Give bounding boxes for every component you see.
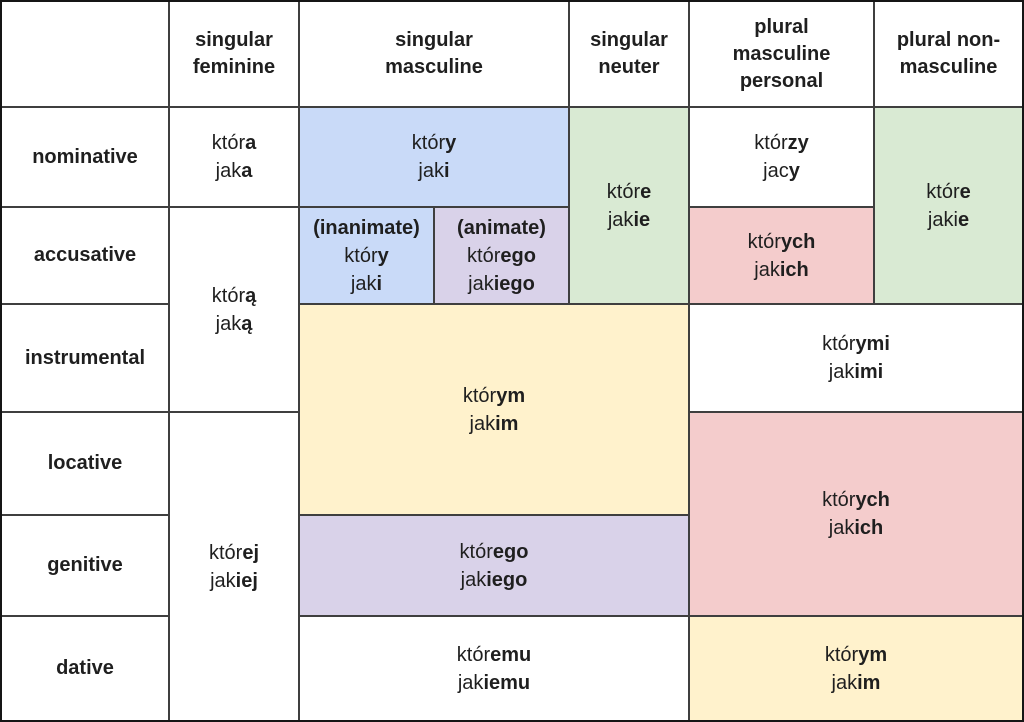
declension-word: które <box>926 180 971 203</box>
cell-plural-instrumental: którymi jakimi <box>690 305 1022 411</box>
declension-word: (animate) <box>457 216 546 239</box>
cell-masculine-accusative-inanimate: (inanimate) który jaki <box>300 208 433 303</box>
declension-word: jakimi <box>828 361 884 383</box>
declension-word: któremu <box>456 643 532 666</box>
case-label-accusative: accusative <box>2 208 168 303</box>
declension-word: jacy <box>763 160 800 182</box>
cell-plural-non-masc-nominative-accusative: które jakie <box>875 108 1022 303</box>
declension-word: który <box>411 132 457 154</box>
declension-word: które <box>606 180 652 203</box>
case-label-instrumental: instrumental <box>2 305 168 411</box>
case-label-genitive: genitive <box>2 516 168 615</box>
cell-masc-neuter-instrumental-locative: którym jakim <box>300 305 688 514</box>
declension-word: jaki <box>418 160 450 182</box>
declension-word: którymi <box>822 333 890 355</box>
header-plural-non-masculine: plural non- masculine <box>875 2 1022 106</box>
declension-word: jaki <box>350 272 383 295</box>
declension-word: jakim <box>831 671 881 694</box>
case-label-dative: dative <box>2 617 168 720</box>
cell-masc-neuter-dative: któremu jakiemu <box>300 617 688 720</box>
header-plural-masculine-personal: plural masculine personal <box>690 2 873 106</box>
declension-word: (inanimate) <box>313 216 420 239</box>
cell-masc-neuter-genitive: którego jakiego <box>300 516 688 615</box>
case-label-locative: locative <box>2 413 168 514</box>
declension-word: jakich <box>828 517 884 539</box>
declension-word: jakim <box>469 412 519 435</box>
case-label-nominative: nominative <box>2 108 168 206</box>
declension-word: którym <box>462 384 526 407</box>
cell-masculine-accusative-animate: (animate) którego jakiego <box>435 208 568 303</box>
cell-feminine-locative-genitive-dative: której jakiej <box>170 413 298 720</box>
cell-plural-masc-personal-nominative: którzy jacy <box>690 108 873 206</box>
cell-masculine-nominative: który jaki <box>300 108 568 206</box>
header-singular-feminine: singular feminine <box>170 2 298 106</box>
declension-word: jakiego <box>468 272 535 295</box>
declension-word: jakie <box>607 208 651 231</box>
declension-word: którego <box>467 244 536 267</box>
declension-word: która <box>211 132 257 154</box>
header-singular-masculine: singular masculine <box>300 2 568 106</box>
declension-word: którym <box>824 643 888 666</box>
declension-word: jaka <box>215 160 253 182</box>
header-singular-neuter: singular neuter <box>570 2 688 106</box>
cell-plural-locative-genitive: których jakich <box>690 413 1022 615</box>
cell-plural-dative: którym jakim <box>690 617 1022 720</box>
cell-neuter-nominative-accusative: które jakie <box>570 108 688 303</box>
declension-word: jakiej <box>210 569 258 592</box>
declension-word: których <box>822 489 890 511</box>
declension-word: którzy <box>754 132 809 154</box>
declension-word: jaką <box>215 312 253 335</box>
cell-feminine-accusative-instrumental: którą jaką <box>170 208 298 411</box>
declension-word: którego <box>459 540 529 563</box>
declension-word: której <box>208 541 260 564</box>
declension-word: jakich <box>754 258 809 281</box>
declension-word: jakiemu <box>457 671 531 694</box>
declension-word: jakie <box>927 208 970 231</box>
declension-word: których <box>747 230 816 253</box>
declension-word: którą <box>211 284 257 307</box>
declension-word: który <box>344 244 389 267</box>
declension-word: jakiego <box>460 568 528 591</box>
cell-plural-masc-personal-accusative: których jakich <box>690 208 873 303</box>
cell-feminine-nominative: która jaka <box>170 108 298 206</box>
corner-cell <box>2 2 168 106</box>
